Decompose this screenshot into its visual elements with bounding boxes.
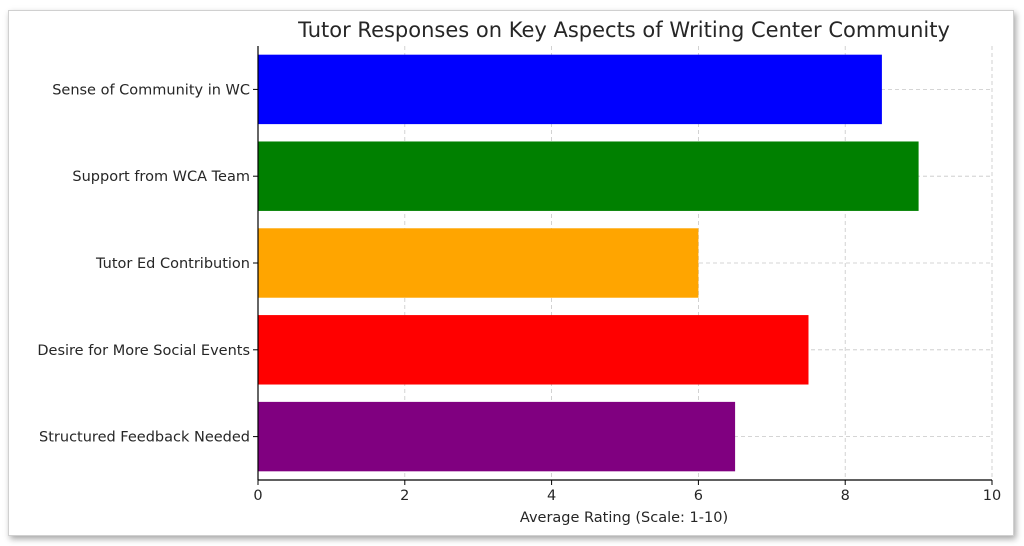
bar (258, 141, 919, 211)
x-tick-label: 0 (253, 488, 262, 504)
bar (258, 401, 736, 472)
bar (258, 228, 699, 298)
category-label: Desire for More Social Events (37, 343, 250, 359)
x-tick-label: 6 (694, 488, 703, 504)
x-tick-label: 8 (841, 488, 850, 504)
bars-layer (258, 54, 919, 472)
category-label: Tutor Ed Contribution (95, 256, 250, 272)
x-tick-label: 2 (400, 488, 409, 504)
chart-title: Tutor Responses on Key Aspects of Writin… (297, 18, 950, 42)
x-tick-label: 4 (547, 488, 556, 504)
bar (258, 315, 809, 385)
axes-layer (253, 46, 993, 485)
bar (258, 54, 882, 125)
labels-layer: 0 2 4 6 8 10 Sense of Community in WC Support f… (37, 82, 1001, 504)
x-axis-label: Average Rating (Scale: 1-10) (520, 510, 728, 526)
x-tick-label: 10 (983, 488, 1001, 504)
category-label: Structured Feedback Needed (39, 430, 250, 446)
category-label: Sense of Community in WC (52, 82, 250, 98)
category-label: Support from WCA Team (72, 169, 250, 185)
